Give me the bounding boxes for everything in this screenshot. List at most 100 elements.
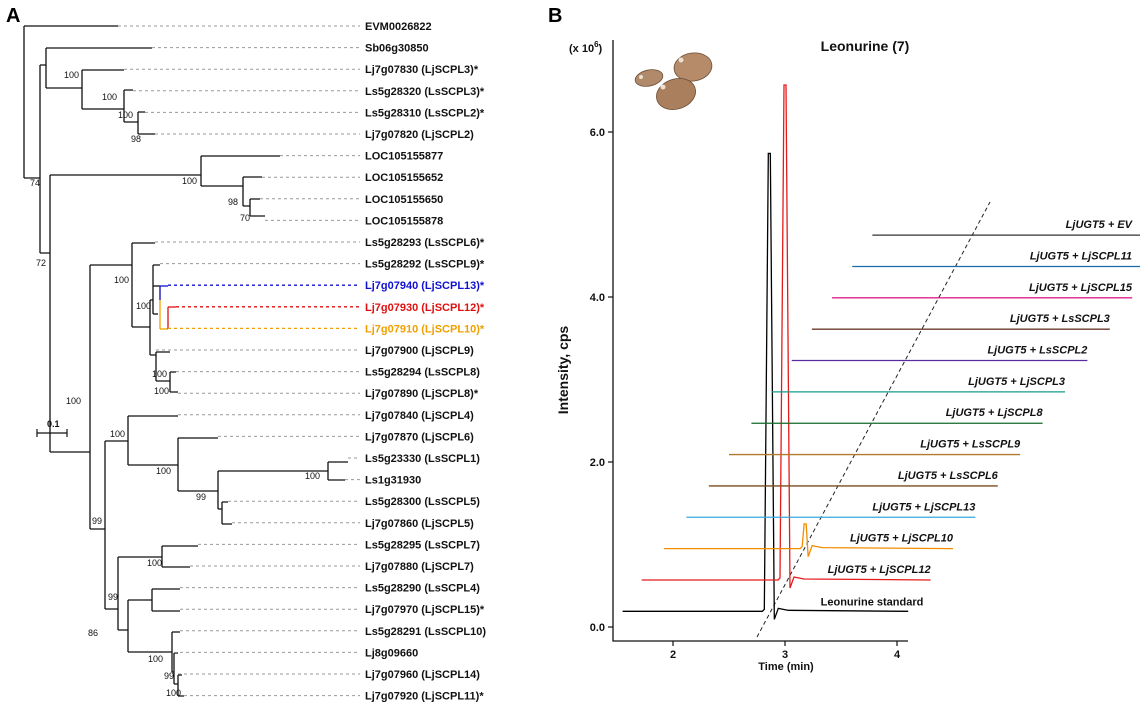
leaf-label: Lj8g09660 bbox=[365, 647, 418, 659]
leaf-label: Ls5g28295 (LsSCPL7) bbox=[365, 539, 480, 551]
trace-label: LjUGT5 + LsSCPL3 bbox=[1010, 313, 1110, 325]
bootstrap-value: 100 bbox=[148, 654, 163, 664]
tree-branch bbox=[127, 599, 172, 653]
tree-branch bbox=[49, 174, 201, 453]
bootstrap-value: 100 bbox=[136, 301, 151, 311]
phylogenetic-tree-branches bbox=[23, 25, 348, 697]
bootstrap-value: 99 bbox=[92, 516, 102, 526]
scale-bar-label: 0.1 bbox=[47, 419, 60, 429]
leaf-label: Lj7g07890 (LjSCPL8)* bbox=[365, 388, 479, 400]
trace-label: LjUGT5 + LjSCPL13 bbox=[872, 501, 975, 513]
leaf-label: Ls5g28293 (LsSCPL6)* bbox=[365, 237, 485, 249]
leaf-label: LOC105155877 bbox=[365, 151, 443, 163]
trace-label: LjUGT5 + LsSCPL2 bbox=[987, 345, 1087, 357]
leaf-label: Sb06g30850 bbox=[365, 43, 429, 55]
leaf-label: EVM0026822 bbox=[365, 21, 432, 33]
leaf-label: Lj7g07900 (LjSCPL9) bbox=[365, 345, 474, 357]
panel-b-label: B bbox=[548, 5, 562, 27]
chart-axes bbox=[612, 40, 908, 642]
seed-illustration bbox=[634, 52, 713, 110]
bootstrap-value: 100 bbox=[152, 369, 167, 379]
tree-branch bbox=[173, 652, 178, 685]
tree-branch bbox=[131, 242, 155, 328]
trace-label: LjUGT5 + LjSCPL10 bbox=[850, 533, 954, 545]
panel-a-label: A bbox=[6, 5, 20, 27]
bootstrap-value: 100 bbox=[182, 176, 197, 186]
leaf-label: Lj7g07960 (LjSCPL14) bbox=[365, 669, 480, 681]
leaf-label: Lj7g07830 (LjSCPL3)* bbox=[365, 64, 479, 76]
tree-branch bbox=[152, 264, 160, 314]
bootstrap-value: 100 bbox=[110, 429, 125, 439]
leaf-label: Lj7g07820 (LjSCPL2) bbox=[365, 129, 474, 141]
diagonal-guide-line bbox=[756, 201, 991, 638]
chromatogram-trace bbox=[664, 523, 954, 557]
highlighted-branches bbox=[153, 285, 176, 330]
leaf-label: Ls1g31930 bbox=[365, 475, 421, 487]
y-tick-label: 2.0 bbox=[590, 457, 605, 469]
leaf-label: Lj7g07930 (LjSCPL12)* bbox=[365, 302, 485, 314]
tree-branch bbox=[242, 176, 262, 207]
leaf-labels: EVM0026822 Sb06g30850 Lj7g07830 (LjSCPL3)*… bbox=[365, 21, 486, 703]
tree-branch bbox=[81, 69, 124, 110]
leaf-label: Ls5g28310 (LsSCPL2)* bbox=[365, 107, 485, 119]
leaf-label: Lj7g07940 (LjSCPL13)* bbox=[365, 280, 485, 292]
tree-branch bbox=[89, 264, 132, 530]
axis-lines bbox=[612, 40, 908, 642]
trace-label: LjUGT5 + LjSCPL3 bbox=[968, 376, 1065, 388]
leaf-label: Ls5g28320 (LsSCPL3)* bbox=[365, 86, 485, 98]
tree-branch bbox=[221, 501, 232, 525]
bootstrap-value: 100 bbox=[64, 70, 79, 80]
trace-label: Leonurine standard bbox=[821, 596, 924, 608]
tree-branch bbox=[127, 415, 178, 466]
x-axis-label: Time (min) bbox=[758, 661, 814, 673]
leaf-label: Lj7g07860 (LjSCPL5) bbox=[365, 518, 474, 530]
tree-branch bbox=[137, 111, 155, 135]
tree-branch bbox=[151, 588, 180, 612]
tree-branch bbox=[327, 461, 348, 481]
bootstrap-value: 100 bbox=[154, 386, 169, 396]
leaf-label: Lj7g07910 (LjSCPL10)* bbox=[365, 323, 485, 335]
trace-label: LjUGT5 + LjSCPL11 bbox=[1030, 250, 1132, 262]
bootstrap-value: 100 bbox=[156, 466, 171, 476]
leaf-connector-lines bbox=[118, 25, 360, 697]
y-tick-label: 4.0 bbox=[590, 292, 605, 304]
leaf-label: LOC105155650 bbox=[365, 194, 443, 206]
bootstrap-value: 74 bbox=[30, 178, 40, 188]
leaf-label: Ls5g28300 (LsSCPL5) bbox=[365, 496, 480, 508]
tree-branch bbox=[45, 47, 152, 89]
trace-label: LjUGT5 + LsSCPL9 bbox=[920, 439, 1021, 451]
trace-label: LjUGT5 + LjSCPL8 bbox=[946, 407, 1044, 419]
chromatogram-traces: Leonurine standard LjUGT5 + LjSCPL12 LjUGT… bbox=[622, 84, 1140, 620]
leaf-label: Ls5g28291 (LsSCPL10) bbox=[365, 626, 486, 638]
tree-branch bbox=[155, 351, 170, 382]
x-tick-label: 2 bbox=[670, 649, 676, 661]
bootstrap-value: 100 bbox=[147, 558, 162, 568]
bootstrap-value: 100 bbox=[114, 275, 129, 285]
y-tick-label: 0.0 bbox=[590, 622, 605, 634]
y-axis-ticks: 0.0 2.0 4.0 6.0 bbox=[590, 127, 613, 634]
trace-label: LjUGT5 + LjSCPL12 bbox=[828, 564, 931, 576]
bootstrap-value: 100 bbox=[66, 396, 81, 406]
leaf-label: Ls5g28294 (LsSCPL8) bbox=[365, 367, 480, 379]
leaf-label: Lj7g07870 (LjSCPL6) bbox=[365, 431, 474, 443]
chart-title: Leonurine (7) bbox=[821, 38, 910, 54]
bootstrap-value: 98 bbox=[131, 134, 141, 144]
trace-label: LjUGT5 + LsSCPL6 bbox=[898, 470, 999, 482]
chromatogram-trace bbox=[622, 152, 909, 620]
tree-branch bbox=[123, 89, 138, 123]
tree-branch bbox=[177, 437, 218, 492]
leaf-label: Lj7g07840 (LjSCPL4) bbox=[365, 410, 474, 422]
y-tick-label: 6.0 bbox=[590, 127, 605, 139]
tree-branch bbox=[39, 64, 50, 254]
x-tick-label: 3 bbox=[782, 649, 788, 661]
bootstrap-value: 72 bbox=[36, 258, 46, 268]
chromatogram-trace bbox=[641, 84, 931, 589]
y-multiplier: (x 106) bbox=[569, 40, 603, 55]
bootstrap-value: 100 bbox=[166, 688, 181, 698]
tree-branch bbox=[104, 440, 128, 610]
bootstrap-value: 100 bbox=[118, 110, 133, 120]
leaf-label: LOC105155652 bbox=[365, 172, 443, 184]
x-axis-ticks: 2 3 4 bbox=[670, 641, 901, 661]
leaf-label: Lj7g07920 (LjSCPL11)* bbox=[365, 691, 484, 703]
